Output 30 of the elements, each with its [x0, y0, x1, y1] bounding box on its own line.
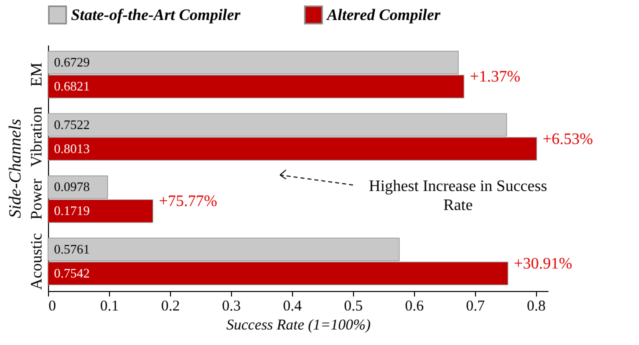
data-label: 0.6729 — [54, 54, 90, 70]
annotation: +1.37% — [470, 68, 520, 86]
x-axis-title: Success Rate (1=100%) — [226, 318, 371, 334]
annotation: +30.91% — [514, 255, 572, 272]
x-tick-label: 0.3 — [222, 298, 241, 314]
data-label: 0.7542 — [54, 265, 90, 280]
x-tick-label: 0.6 — [404, 298, 424, 314]
annotation: +75.77% — [158, 193, 218, 210]
annotation: +6.53% — [542, 130, 593, 148]
y-tick-label: Acoustic — [28, 232, 46, 290]
y-tick-label: Power — [28, 178, 46, 220]
data-label: 0.5761 — [54, 241, 90, 256]
annotation: Highest Increase in Success Rate — [368, 178, 548, 214]
data-label: 0.0978 — [54, 179, 90, 194]
x-tick-label: 0.8 — [526, 298, 546, 314]
x-tick-label: 0.2 — [161, 298, 180, 314]
y-tick-label: Vibration — [28, 106, 46, 168]
data-label: 0.6821 — [54, 78, 90, 94]
data-label: 0.8013 — [54, 140, 90, 156]
y-axis-title: Side-Channels — [6, 118, 24, 218]
data-label: 0.7522 — [54, 116, 90, 132]
x-tick-label: 0 — [48, 298, 56, 314]
data-label: 0.1719 — [54, 203, 90, 218]
x-tick-label: 0.4 — [283, 298, 302, 314]
legend-label: State-of-the-Art Compiler — [71, 6, 242, 24]
x-tick-label: 0.7 — [466, 298, 486, 314]
x-tick-label: 0.1 — [100, 298, 119, 314]
y-tick-label: EM — [28, 62, 46, 87]
x-tick-label: 0.5 — [344, 298, 363, 314]
legend-label: Altered Compiler — [326, 6, 442, 24]
